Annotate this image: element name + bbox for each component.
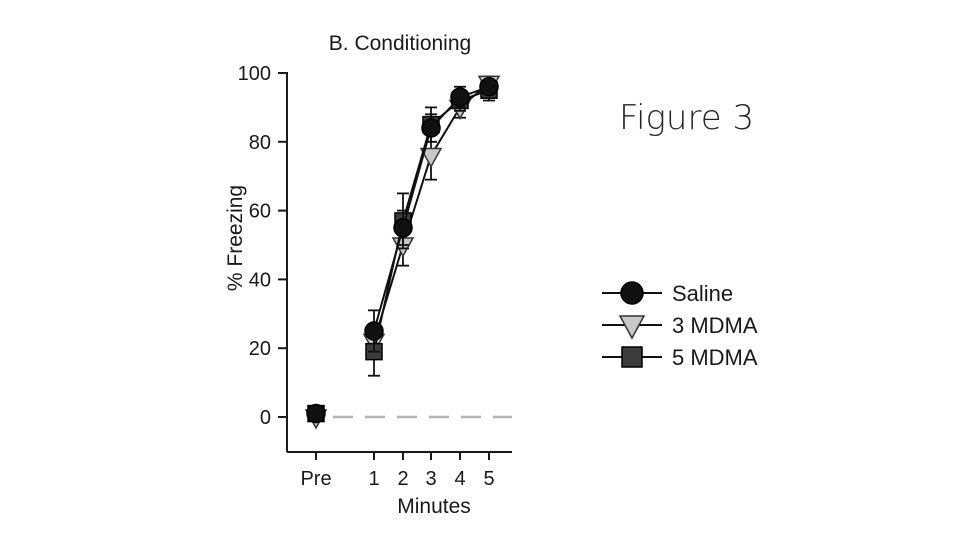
- y-tick-label: 40: [249, 269, 271, 291]
- legend-label: Saline: [672, 281, 733, 306]
- legend-item-saline: Saline: [602, 281, 733, 306]
- y-tick-label: 80: [249, 132, 271, 154]
- x-axis-label: Minutes: [397, 495, 471, 518]
- x-tick-label: 4: [454, 468, 465, 490]
- series-saline: [306, 77, 499, 424]
- legend-item-3-mdma: 3 MDMA: [602, 313, 758, 340]
- y-tick-label: 0: [260, 407, 271, 429]
- x-tick-label: 3: [425, 468, 436, 490]
- x-tick-label: Pre: [300, 468, 331, 490]
- data-point: [419, 147, 443, 169]
- legend-marker: [618, 315, 646, 340]
- legend-label: 5 MDMA: [672, 345, 758, 370]
- data-point: [450, 87, 470, 107]
- slide-title: Figure 3: [619, 98, 755, 138]
- y-tick-label: 60: [249, 201, 271, 223]
- x-tick-label: 2: [397, 468, 408, 490]
- series-3-mdma: [304, 75, 501, 430]
- data-point: [364, 321, 384, 341]
- data-point: [393, 218, 413, 238]
- legend-marker: [621, 346, 643, 368]
- data-point: [306, 403, 326, 424]
- y-tick-label: 100: [238, 63, 271, 85]
- data-point: [421, 118, 441, 138]
- x-tick-label: 5: [483, 468, 494, 490]
- data-point: [479, 77, 499, 97]
- x-tick-label: 1: [368, 468, 379, 490]
- legend-label: 3 MDMA: [672, 313, 758, 338]
- chart-title: B. Conditioning: [329, 32, 471, 55]
- legend-item-5-mdma: 5 MDMA: [602, 345, 758, 370]
- y-tick-label: 20: [249, 338, 271, 360]
- legend-marker: [620, 281, 644, 305]
- y-axis-label: % Freezing: [224, 185, 247, 291]
